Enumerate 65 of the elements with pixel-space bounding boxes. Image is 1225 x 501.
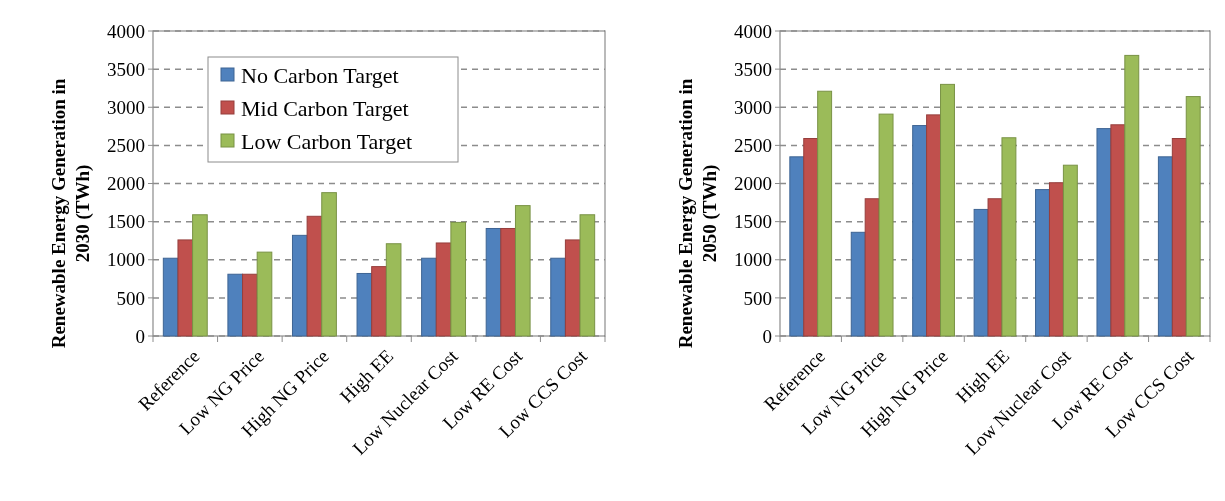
y-tick-label: 1500 [107,211,145,233]
bar [579,214,596,337]
y-tick-label: 2000 [107,173,145,195]
y-tick-label: 2000 [734,173,772,195]
bar [242,273,258,337]
bar [256,251,273,337]
bar [817,90,833,337]
bar [162,257,179,337]
bar [1062,164,1078,337]
bar [321,192,337,337]
y-tick-label: 500 [743,287,772,309]
bar [1035,189,1050,337]
bar [514,205,531,337]
bar [850,231,866,337]
bar [227,273,244,337]
bar [1096,128,1112,337]
bar [789,156,805,337]
bar [385,243,402,337]
y-tick-label: 2500 [107,135,145,157]
y-tick-label: 500 [116,287,145,309]
x-tick-label: High EE [335,345,398,407]
bar [177,239,194,337]
bar [1124,54,1140,337]
y-tick-label: 4000 [734,20,772,42]
bar [1001,137,1017,337]
y-tick-label: 1500 [734,211,772,233]
bar [803,138,819,337]
bar [912,125,928,337]
bar [940,83,955,337]
y-tick-label: 1000 [107,249,145,271]
y-tick-label: 3500 [107,58,145,80]
bar [987,198,1003,337]
bar [306,215,323,337]
y-tick-label: 3000 [107,96,145,118]
bar [435,242,452,337]
bar [500,227,516,337]
bar [1185,96,1201,337]
y-tick-label: 1000 [734,249,772,271]
y-tick-label: 3000 [734,96,772,118]
y-axis-title: Renewable Energy Generation in 2050 (TWh) [675,78,721,349]
bar [926,114,942,337]
legend-label: No Carbon Target [241,62,399,88]
legend-label: Mid Carbon Target [241,95,409,121]
bar [291,234,308,337]
bar [192,214,208,337]
y-tick-label: 0 [762,325,772,347]
bar [1110,124,1126,337]
bar [564,239,581,337]
y-tick-label: 3500 [734,58,772,80]
bar [550,257,566,337]
legend-label: Low Carbon Target [241,128,413,154]
bar [371,266,387,337]
y-tick-label: 4000 [107,20,145,42]
y-tick-label: 0 [135,325,145,347]
bar [1048,182,1064,337]
bar [421,257,437,337]
bar [1157,156,1173,337]
y-tick-label: 2500 [734,135,772,157]
bar [485,227,502,337]
bar [973,208,989,337]
bar [1171,138,1187,337]
bar [878,113,894,337]
bar [356,272,373,337]
y-axis-title: Renewable Energy Generation in 2030 (TWh) [48,78,94,349]
bar [450,221,467,337]
